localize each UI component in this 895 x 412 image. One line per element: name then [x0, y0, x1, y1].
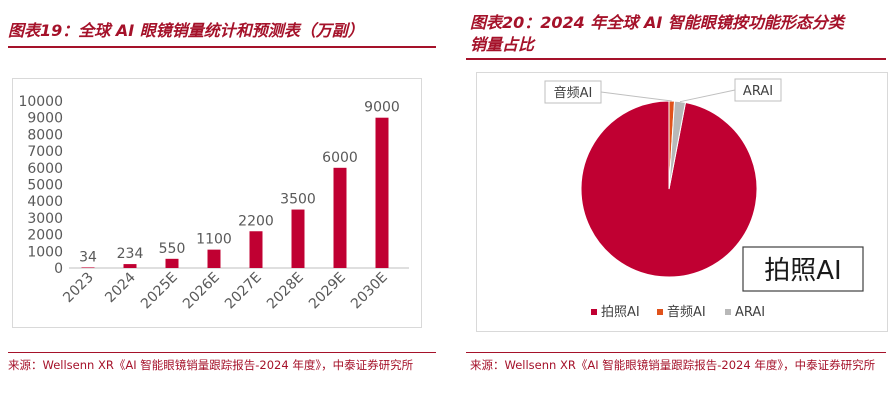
y-tick-label: 4000	[27, 194, 63, 210]
x-tick-label: 2029E	[306, 270, 349, 313]
x-tick-label: 2030E	[348, 270, 391, 313]
callout-label: ARAI	[743, 84, 773, 99]
y-tick-label: 6000	[27, 161, 63, 177]
pie-chart: 音频AI ARAI 拍照AI 拍照AI 音频AI ARAI	[544, 78, 864, 320]
callout-box	[734, 78, 782, 102]
left-source-note: 来源：Wellsenn XR《AI 智能眼镜销量跟踪报告-2024 年度》，中泰…	[8, 358, 414, 372]
left-title-rule	[8, 46, 436, 48]
bar-chart: 0100020003000400050006000700080009000100…	[18, 94, 409, 313]
bar	[291, 209, 305, 268]
bar	[81, 267, 95, 268]
x-tick-label: 2024	[102, 269, 139, 306]
legend-swatch	[657, 309, 663, 315]
x-tick-label: 2027E	[222, 270, 265, 313]
bar-value-label: 34	[79, 249, 97, 265]
bar	[375, 117, 389, 268]
y-tick-label: 1000	[27, 244, 63, 260]
bar-value-label: 234	[117, 246, 144, 262]
y-tick-label: 5000	[27, 178, 63, 194]
x-tick-label: 2023	[60, 270, 97, 307]
x-tick-label: 2025E	[138, 270, 181, 313]
left-source-rule	[8, 352, 436, 353]
bar	[249, 231, 263, 268]
left-chart-frame: 0 1000 2000 3000 4000 5000 6000 7000 8000 9000 100…	[12, 78, 422, 328]
x-tick-label: 2026E	[180, 270, 223, 313]
callout-box	[544, 80, 602, 104]
bar	[333, 167, 347, 268]
callout-box-main	[742, 246, 864, 292]
legend-swatch	[591, 309, 597, 315]
callout-label-main: 拍照AI	[764, 256, 841, 286]
right-chart-frame: 音频AI ARAI 拍照AI 拍照AI 音频AI ARAI	[476, 72, 888, 332]
bar-value-label: 2200	[238, 213, 274, 229]
x-tick-label: 2028E	[264, 270, 307, 313]
bar	[123, 264, 137, 268]
legend-label: 拍照AI	[601, 305, 640, 320]
bar-value-label: 3500	[280, 192, 316, 208]
left-chart-title: 图表19：全球 AI 眼镜销量统计和预测表（万副）	[8, 21, 364, 40]
right-chart-title-line2: 销量占比	[470, 35, 535, 54]
right-chart-title-line1: 图表20：2024 年全球 AI 智能眼镜按功能形态分类	[470, 13, 844, 32]
callout-leader-line	[679, 89, 736, 103]
legend-swatch	[725, 309, 731, 315]
y-tick-label: 8000	[27, 127, 63, 143]
y-tick-label: 7000	[27, 144, 63, 160]
bar	[165, 258, 179, 268]
y-tick-label: 9000	[27, 111, 63, 127]
bar-value-label: 550	[159, 241, 186, 257]
bar-value-label: 6000	[322, 150, 358, 166]
right-source-note: 来源：Wellsenn XR《AI 智能眼镜销量跟踪报告-2024 年度》，中泰…	[470, 358, 876, 372]
right-title-rule	[466, 58, 886, 60]
bar-value-label: 1100	[196, 232, 232, 248]
bar-value-label: 9000	[364, 100, 400, 116]
legend-label: 音频AI	[667, 304, 706, 320]
right-source-rule	[466, 352, 886, 353]
bar	[207, 249, 221, 268]
y-tick-label: 3000	[27, 211, 63, 227]
y-tick-label: 2000	[27, 228, 63, 244]
legend-label: ARAI	[735, 305, 765, 320]
callout-label: 音频AI	[554, 85, 593, 101]
y-tick-label: 0	[54, 261, 63, 277]
y-tick-label: 10000	[18, 94, 63, 110]
callout-leader-line	[600, 91, 672, 102]
